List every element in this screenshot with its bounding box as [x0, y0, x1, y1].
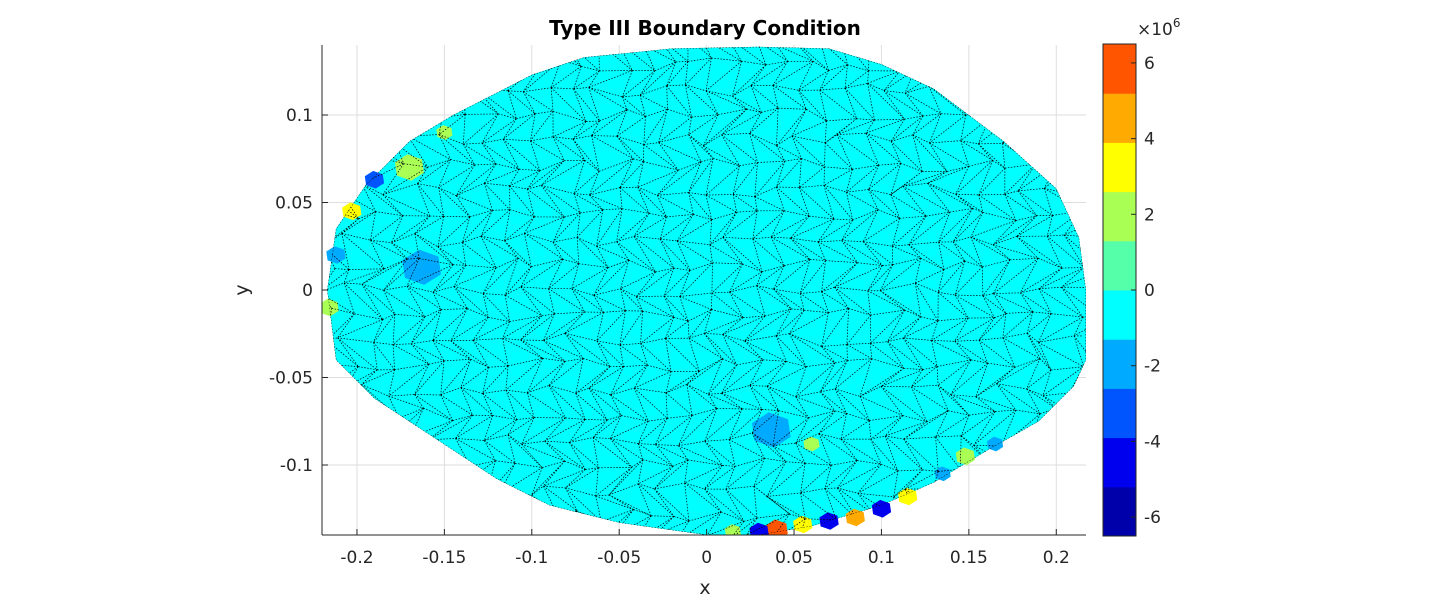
y-tick-label: 0.1 [286, 106, 313, 126]
colorbar-tick-label: -2 [1144, 357, 1161, 377]
x-tick-label: -0.05 [597, 548, 641, 568]
colorbar-level [1103, 437, 1136, 488]
hotspot [342, 202, 362, 221]
colorbar-tick-label: 6 [1144, 54, 1155, 74]
hotspot [752, 412, 791, 448]
x-axis-ticks: -0.2 -0.15 -0.1 -0.05 0 0.05 0.1 0.15 0.2 [340, 529, 1070, 568]
colorbar-level [1103, 290, 1136, 340]
y-axis-ticks: 0.1 0.05 0 -0.05 -0.1 [269, 106, 328, 476]
colorbar-exponent-base: ×10 [1137, 20, 1173, 40]
x-axis-label: x [699, 577, 710, 599]
hotspot [402, 249, 441, 285]
colorbar-level [1103, 142, 1136, 193]
colorbar-level [1103, 388, 1136, 439]
y-tick-label: 0 [302, 281, 313, 301]
x-tick-label: 0.15 [950, 548, 988, 568]
colorbar-tick-label: -6 [1144, 508, 1161, 528]
x-tick-label: 0.05 [775, 548, 813, 568]
mesh-edges [327, 46, 1086, 535]
colorbar-tick-label: 4 [1144, 130, 1155, 150]
chart-title: Type III Boundary Condition [549, 16, 861, 40]
colorbar-level [1103, 240, 1136, 291]
colorbar-level [1103, 486, 1136, 537]
colorbar-exponent-power: 6 [1173, 16, 1181, 30]
x-tick-label: -0.15 [422, 548, 466, 568]
y-tick-label: 0.05 [275, 194, 313, 214]
x-tick-label: 0 [701, 548, 712, 568]
x-tick-label: -0.2 [340, 548, 373, 568]
hotspot [898, 487, 918, 506]
colorbar: 6 4 2 0 -2 -4 -6 [1102, 43, 1161, 537]
colorbar-tick-label: 2 [1144, 205, 1155, 225]
y-axis-label: y [231, 284, 253, 295]
hotspot [819, 512, 839, 530]
colorbar-level [1103, 339, 1136, 389]
y-tick-label: -0.05 [269, 369, 313, 389]
hotspot [326, 246, 346, 264]
colorbar-exponent: ×106 [1137, 16, 1181, 40]
colorbar-tick-label: 0 [1144, 281, 1155, 301]
hotspot [436, 125, 453, 140]
colorbar-level [1103, 44, 1136, 94]
hotspot [987, 436, 1004, 452]
x-tick-label: 0.2 [1043, 548, 1070, 568]
x-tick-label: -0.1 [515, 548, 548, 568]
y-tick-label: -0.1 [280, 456, 313, 476]
x-tick-label: 0.1 [868, 548, 895, 568]
colorbar-tick-label: -4 [1144, 432, 1161, 452]
hotspot [934, 466, 951, 482]
colorbar-level [1103, 191, 1136, 242]
colorbar-level [1103, 93, 1136, 143]
hotspot [845, 508, 865, 527]
hotspot [765, 519, 788, 535]
hotspot [793, 515, 813, 534]
hotspot [803, 436, 820, 452]
hotspot [322, 298, 339, 317]
